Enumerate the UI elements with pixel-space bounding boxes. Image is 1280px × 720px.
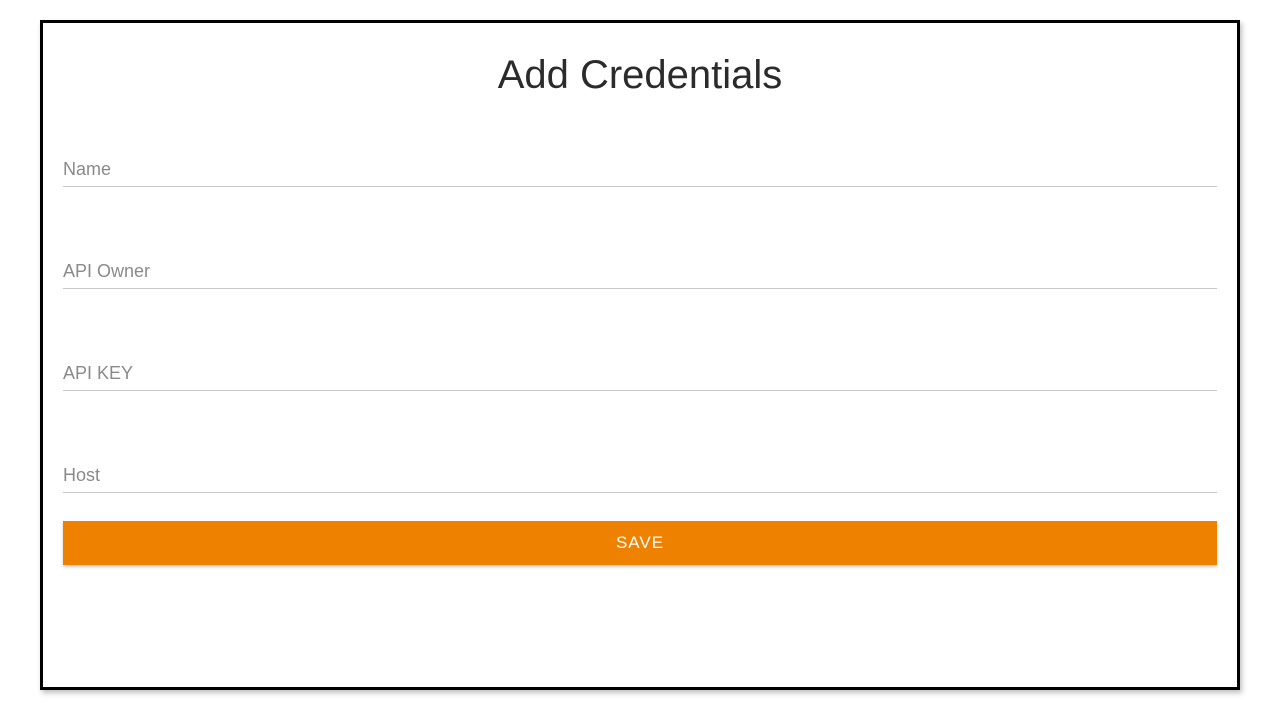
- page-title: Add Credentials: [63, 53, 1217, 98]
- save-button[interactable]: SAVE: [63, 521, 1217, 565]
- api-key-input[interactable]: [63, 357, 1217, 391]
- name-field-wrapper: [63, 153, 1217, 187]
- host-field-wrapper: [63, 459, 1217, 493]
- api-owner-field-wrapper: [63, 255, 1217, 289]
- credentials-form-container: Add Credentials SAVE: [40, 20, 1240, 690]
- api-owner-input[interactable]: [63, 255, 1217, 289]
- name-input[interactable]: [63, 153, 1217, 187]
- api-key-field-wrapper: [63, 357, 1217, 391]
- host-input[interactable]: [63, 459, 1217, 493]
